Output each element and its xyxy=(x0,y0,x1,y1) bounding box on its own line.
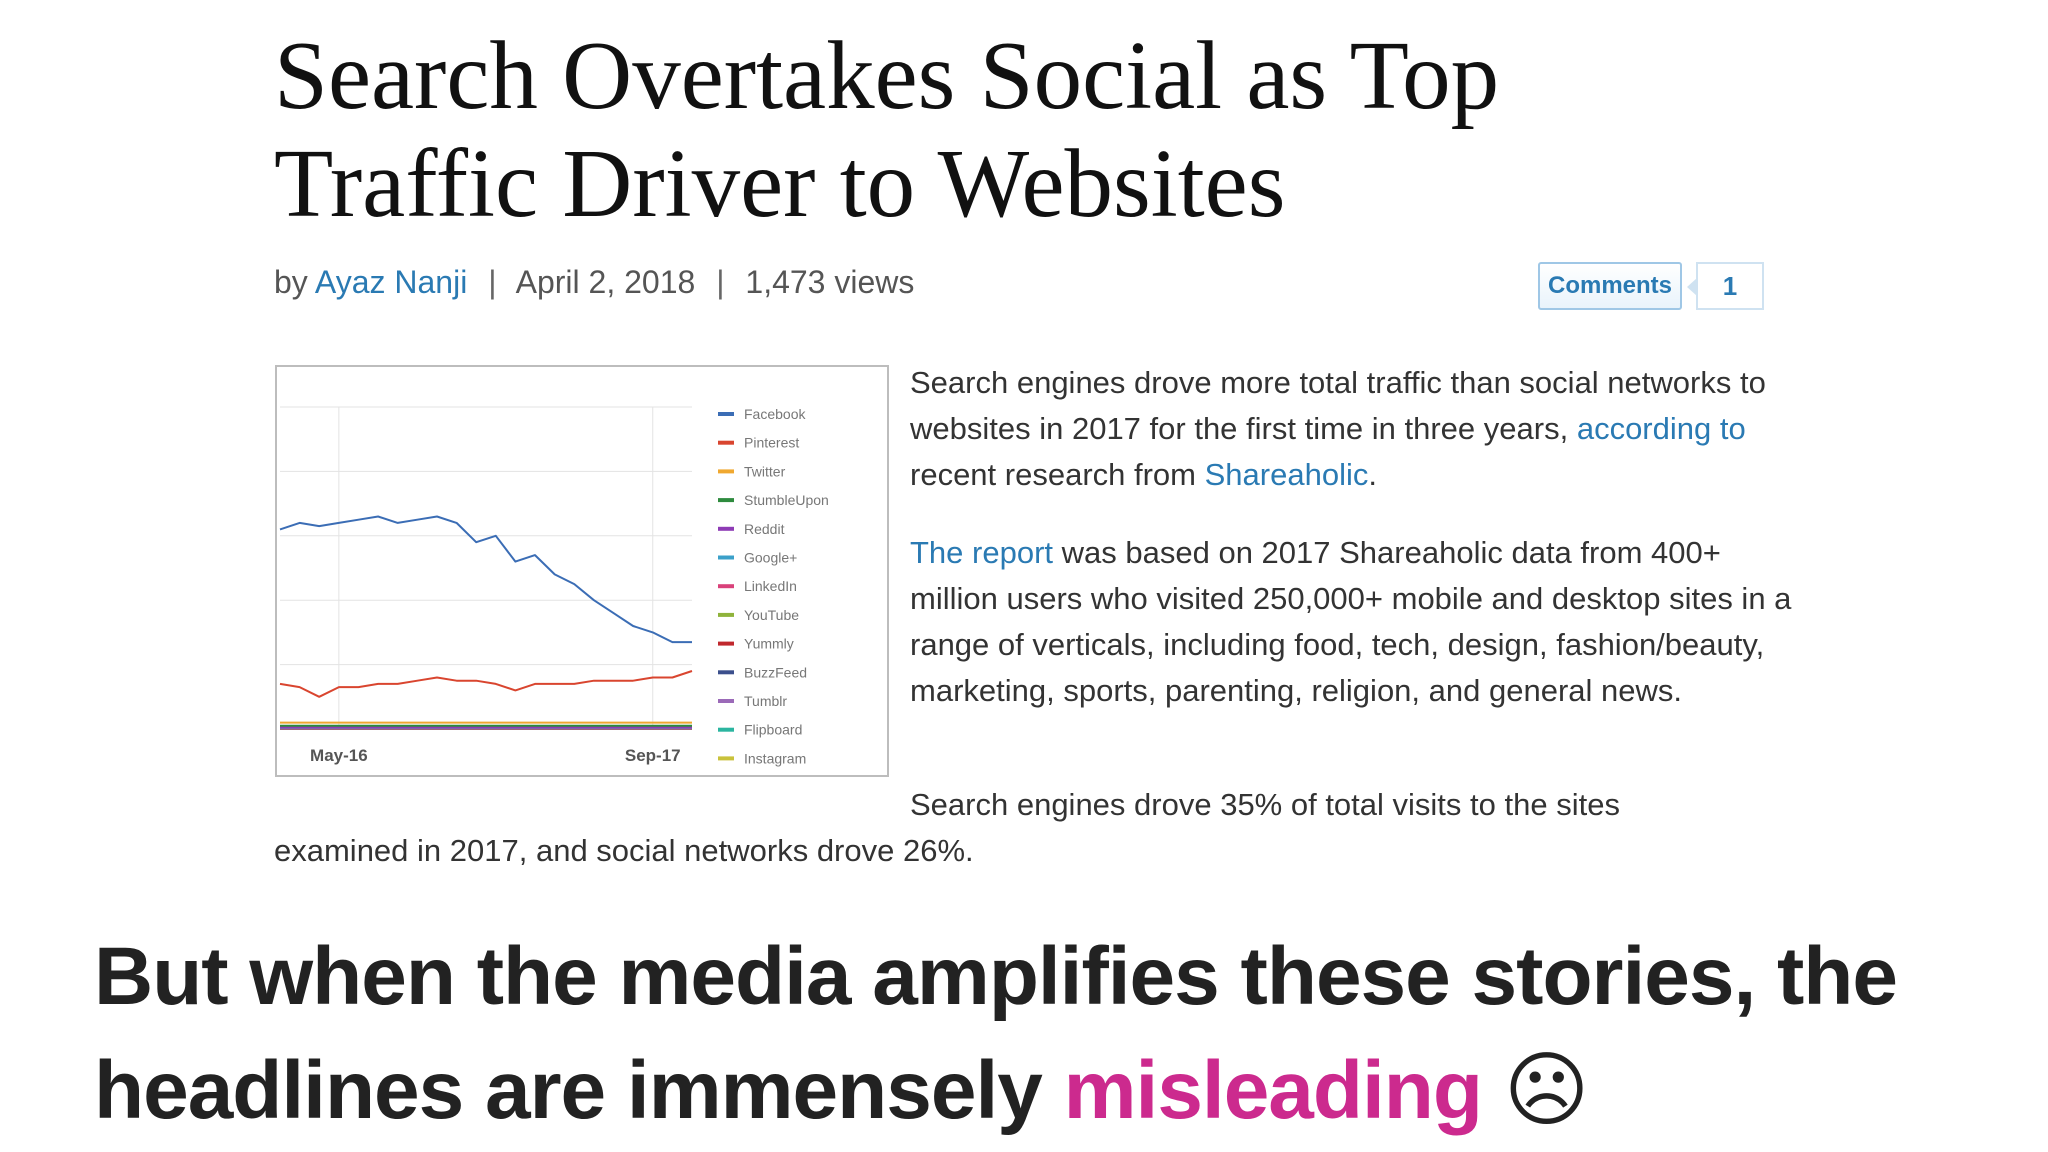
paragraph-2-text: was based on 2017 Shareaholic data from … xyxy=(910,535,1792,708)
paragraph-1: Search engines drove more total traffic … xyxy=(910,360,1800,498)
caption-line-2: headlines are immensely misleading ☹ xyxy=(94,1034,1994,1148)
headline-line-2: Traffic Driver to Websites xyxy=(274,130,1286,237)
view-count: 1,473 views xyxy=(745,264,915,300)
legend-label: Reddit xyxy=(744,521,785,537)
publish-date: April 2, 2018 xyxy=(515,264,696,300)
comments-widget: Comments 1 xyxy=(1538,262,1765,310)
legend-label: Tumblr xyxy=(744,693,787,709)
legend-label: YouTube xyxy=(744,607,799,623)
byline-separator: | xyxy=(488,264,497,300)
byline: by Ayaz Nanji | April 2, 2018 | 1,473 vi… xyxy=(274,262,914,302)
byline-prefix: by xyxy=(274,264,308,300)
legend-label: Google+ xyxy=(744,550,797,566)
legend-label: Pinterest xyxy=(744,435,799,451)
x-tick-label: May-16 xyxy=(310,746,368,765)
paragraph-1-text-2: recent research from xyxy=(910,457,1196,492)
paragraph-1-text-3: . xyxy=(1368,457,1377,492)
paragraph-2: The report was based on 2017 Shareaholic… xyxy=(910,530,1800,714)
slide-caption: But when the media amplifies these stori… xyxy=(94,920,1994,1148)
legend-label: Flipboard xyxy=(744,722,802,738)
paragraph-3-line-1: Search engines drove 35% of total visits… xyxy=(910,787,1620,822)
article: Search Overtakes Social as Top Traffic D… xyxy=(274,22,1800,868)
headline-line-1: Search Overtakes Social as Top xyxy=(274,22,1500,129)
legend-label: Yummly xyxy=(744,636,794,652)
x-tick-label: Sep-17 xyxy=(625,746,681,765)
legend-label: BuzzFeed xyxy=(744,664,807,680)
caption-line-2-text: headlines are immensely xyxy=(94,1045,1043,1136)
the-report-link[interactable]: The report xyxy=(910,535,1054,570)
traffic-chart-svg: May-16 Sep-17 Facebook Pinterest Twitter Stum… xyxy=(279,406,829,766)
frown-icon: ☹ xyxy=(1503,1043,1589,1138)
comments-count-badge[interactable]: 1 xyxy=(1687,262,1765,310)
caption-line-1: But when the media amplifies these stori… xyxy=(94,931,1898,1022)
paragraph-1-text-1: Search engines drove more total traffic … xyxy=(910,365,1766,446)
byline-separator: | xyxy=(716,264,725,300)
series-line-facebook xyxy=(279,515,692,644)
paragraph-3-line-2: examined in 2017, and social networks dr… xyxy=(274,833,974,868)
legend-label: StumbleUpon xyxy=(744,492,829,508)
legend-label: Twitter xyxy=(744,463,786,479)
legend-label: Facebook xyxy=(744,406,806,422)
article-headline: Search Overtakes Social as Top Traffic D… xyxy=(274,22,1774,238)
comments-button[interactable]: Comments xyxy=(1538,262,1683,310)
according-to-link[interactable]: according to xyxy=(1576,411,1746,446)
author-link[interactable]: Ayaz Nanji xyxy=(314,264,468,300)
series-line-pinterest xyxy=(279,670,693,698)
legend-label: Instagram xyxy=(744,750,806,766)
caption-highlight-word: misleading xyxy=(1063,1045,1483,1136)
shareaholic-link[interactable]: Shareaholic xyxy=(1204,457,1369,492)
traffic-chart: May-16 Sep-17 Facebook Pinterest Twitter Stum… xyxy=(275,365,889,777)
legend-label: LinkedIn xyxy=(744,578,797,594)
